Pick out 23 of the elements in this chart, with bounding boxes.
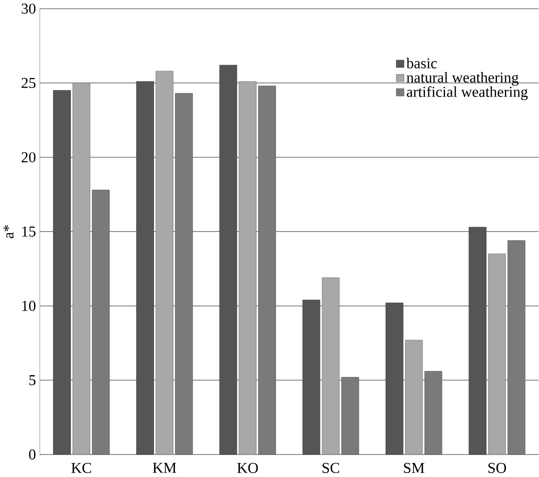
y-tick-label: 25: [22, 78, 36, 88]
y-tick-label: 5: [29, 375, 36, 386]
y-axis-title: a*: [4, 225, 14, 238]
legend-label: artificial weathering: [406, 86, 528, 100]
bar: [302, 300, 320, 455]
x-tick-label: SO: [488, 463, 506, 474]
bar: [53, 90, 71, 455]
x-tick-label: SM: [404, 463, 424, 474]
y-tick-label: 15: [22, 226, 36, 237]
y-tick-label: 20: [22, 152, 36, 163]
bar: [136, 81, 154, 455]
legend-label: basic: [406, 58, 437, 69]
bar: [219, 65, 238, 455]
y-tick-label: 0: [29, 450, 36, 460]
x-tick-label: KO: [237, 463, 258, 474]
bar: [468, 227, 486, 455]
bar: [386, 302, 404, 455]
y-tick-label: 10: [22, 301, 36, 312]
y-tick-label: 30: [22, 4, 36, 14]
x-tick-label: KC: [71, 463, 92, 474]
x-tick-label: KM: [152, 463, 176, 473]
x-tick-label: SC: [322, 463, 340, 474]
legend-label: natural weathering: [406, 72, 519, 86]
